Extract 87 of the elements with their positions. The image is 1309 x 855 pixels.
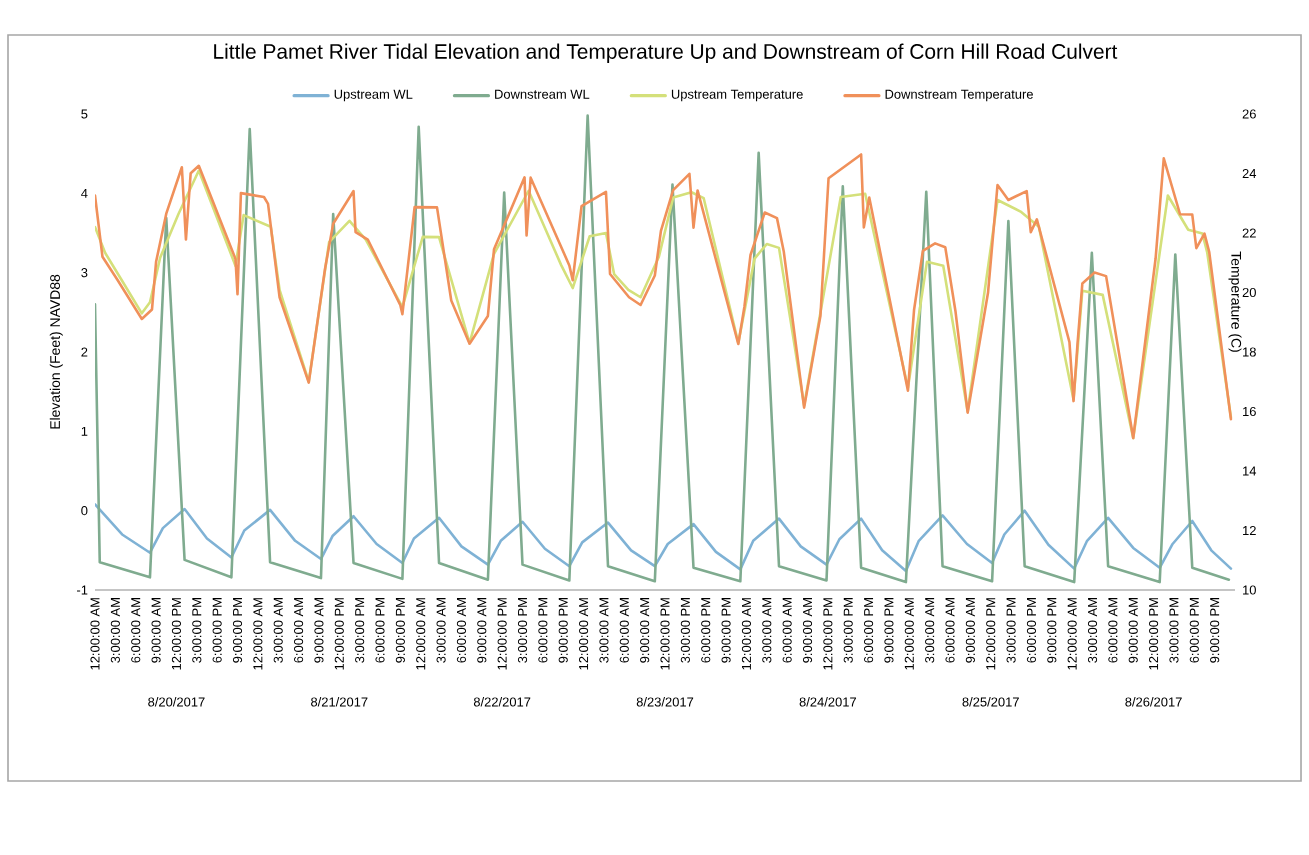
x2-tick-label: 8/20/2017 (148, 697, 205, 707)
x-tick-label: 6:00:00 PM (1189, 598, 1199, 663)
x-tick-label: 9:00:00 PM (232, 598, 243, 663)
y2-tick-label: 14 (1243, 466, 1257, 476)
legend-label: Upstream Temperature (671, 89, 803, 102)
y2-tick-label: 24 (1242, 168, 1257, 179)
x-tick-label: 6:00:00 PM (1026, 598, 1037, 663)
x-tick-label: 6:00:00 AM (294, 598, 304, 663)
x-tick-label: 12:00:00 PM (986, 598, 996, 670)
x-tick-label: 3:00:00 AM (599, 598, 609, 663)
x2-tick-label: 8/26/2017 (1125, 697, 1182, 707)
y-tick-label: 4 (81, 188, 88, 198)
x-tick-label: 3:00:00 PM (517, 598, 528, 663)
x-tick-label: 9:00:00 AM (640, 598, 650, 663)
y2-tick-label: 16 (1243, 406, 1256, 417)
x-tick-label: 3:00:00 PM (1169, 598, 1179, 663)
y2-tick-label: 10 (1243, 585, 1256, 595)
x-tick-label: 6:00:00 PM (538, 598, 548, 663)
x-tick-label: 9:00:00 PM (558, 598, 568, 663)
x-tick-label: 9:00:00 AM (1128, 598, 1138, 663)
x2-tick-label: 8/23/2017 (636, 697, 694, 707)
x-tick-label: 3:00:00 PM (355, 598, 365, 663)
x-tick-label: 3:00:00 PM (192, 598, 202, 663)
x-tick-label: 3:00:00 AM (762, 598, 772, 663)
y-tick-label: 5 (81, 109, 88, 119)
x-tick-label: 6:00:00 AM (619, 598, 629, 663)
x-tick-label: 12:00:00 PM (1149, 598, 1159, 670)
x-tick-label: 3:00:00 AM (273, 598, 283, 663)
x-tick-label: 9:00:00 AM (965, 598, 975, 663)
y2-tick-label: 22 (1242, 228, 1256, 238)
y-axis-title: Elevation (Feet) NAVD88 (49, 274, 63, 429)
x-tick-label: 9:00:00 PM (1047, 598, 1057, 663)
x-tick-label: 12:00:00 PM (497, 598, 507, 670)
x-tick-label: 9:00:00 AM (314, 598, 324, 663)
x2-tick-label: 8/22/2017 (473, 697, 531, 707)
x-tick-label: 3:00:00 AM (436, 598, 446, 663)
chart-title: Little Pamet River Tidal Elevation and Temperature Up and Downstream of Corn Hill Road Culvert (214, 43, 1118, 64)
x-tick-label: 12:00:00 AM (579, 598, 589, 670)
y2-tick-label: 26 (1242, 109, 1256, 119)
x-tick-label: 9:00:00 AM (477, 598, 487, 663)
line-series (95, 503, 1233, 573)
x-tick-label: 6:00:00 AM (131, 598, 141, 663)
x-tick-label: 12:00:00 PM (660, 598, 670, 670)
x-tick-label: 12:00:00 AM (1067, 598, 1077, 670)
x-tick-label: 12:00:00 AM (416, 598, 426, 670)
legend-label: Downstream Temperature (885, 89, 1033, 102)
y-tick-label: 3 (81, 268, 88, 278)
x-tick-label: 3:00:00 PM (1006, 598, 1016, 663)
x2-tick-label: 8/24/2017 (799, 697, 856, 707)
x-tick-label: 6:00:00 AM (782, 598, 792, 663)
y-tick-label: 2 (81, 347, 88, 357)
x-tick-label: 6:00:00 AM (1108, 598, 1118, 663)
x-tick-label: 3:00:00 AM (1087, 598, 1098, 663)
x-tick-label: 3:00:00 AM (110, 598, 120, 663)
y-tick-label: 0 (81, 506, 88, 516)
y2-tick-label: 12 (1243, 525, 1256, 536)
x-tick-label: 12:00:00 PM (334, 598, 344, 670)
x2-tick-label: 8/21/2017 (311, 697, 368, 707)
x-tick-label: 9:00:00 PM (1210, 598, 1220, 663)
x-tick-label: 6:00:00 PM (375, 598, 385, 663)
x-tick-label: 9:00:00 AM (151, 598, 161, 663)
x-tick-label: 12:00:00 AM (253, 598, 263, 670)
legend-label: Downstream WL (495, 89, 590, 99)
x-tick-label: 9:00:00 AM (802, 598, 813, 663)
x-tick-label: 3:00:00 PM (843, 598, 853, 663)
x-tick-label: 6:00:00 AM (456, 598, 467, 663)
x-tick-label: 6:00:00 AM (945, 598, 955, 663)
x-tick-label: 9:00:00 PM (395, 598, 405, 663)
x-tick-label: 3:00:00 AM (925, 598, 935, 663)
x-tick-label: 12:00:00 AM (904, 598, 914, 670)
x-tick-label: 12:00:00 AM (741, 598, 752, 670)
legend-label: Upstream WL (334, 89, 413, 102)
y2-tick-label: 20 (1242, 287, 1256, 298)
x-tick-label: 9:00:00 PM (884, 598, 894, 663)
x-tick-label: 12:00:00 PM (171, 598, 182, 670)
y2-tick-label: 18 (1243, 347, 1256, 357)
y-tick-label: 1 (81, 426, 88, 436)
x-tick-label: 9:00:00 PM (721, 598, 731, 663)
y2-axis-title: Temperature (C) (1228, 251, 1242, 352)
x-tick-label: 12:00:00 PM (823, 598, 833, 670)
y-tick-label: -1 (77, 585, 88, 595)
x-tick-label: 12:00:00 AM (90, 598, 100, 670)
x-tick-label: 3:00:00 PM (680, 598, 690, 663)
x-tick-label: 6:00:00 PM (701, 598, 711, 663)
x2-tick-label: 8/25/2017 (962, 697, 1019, 707)
x-tick-label: 6:00:00 PM (864, 598, 874, 663)
x-tick-label: 6:00:00 PM (212, 598, 222, 663)
